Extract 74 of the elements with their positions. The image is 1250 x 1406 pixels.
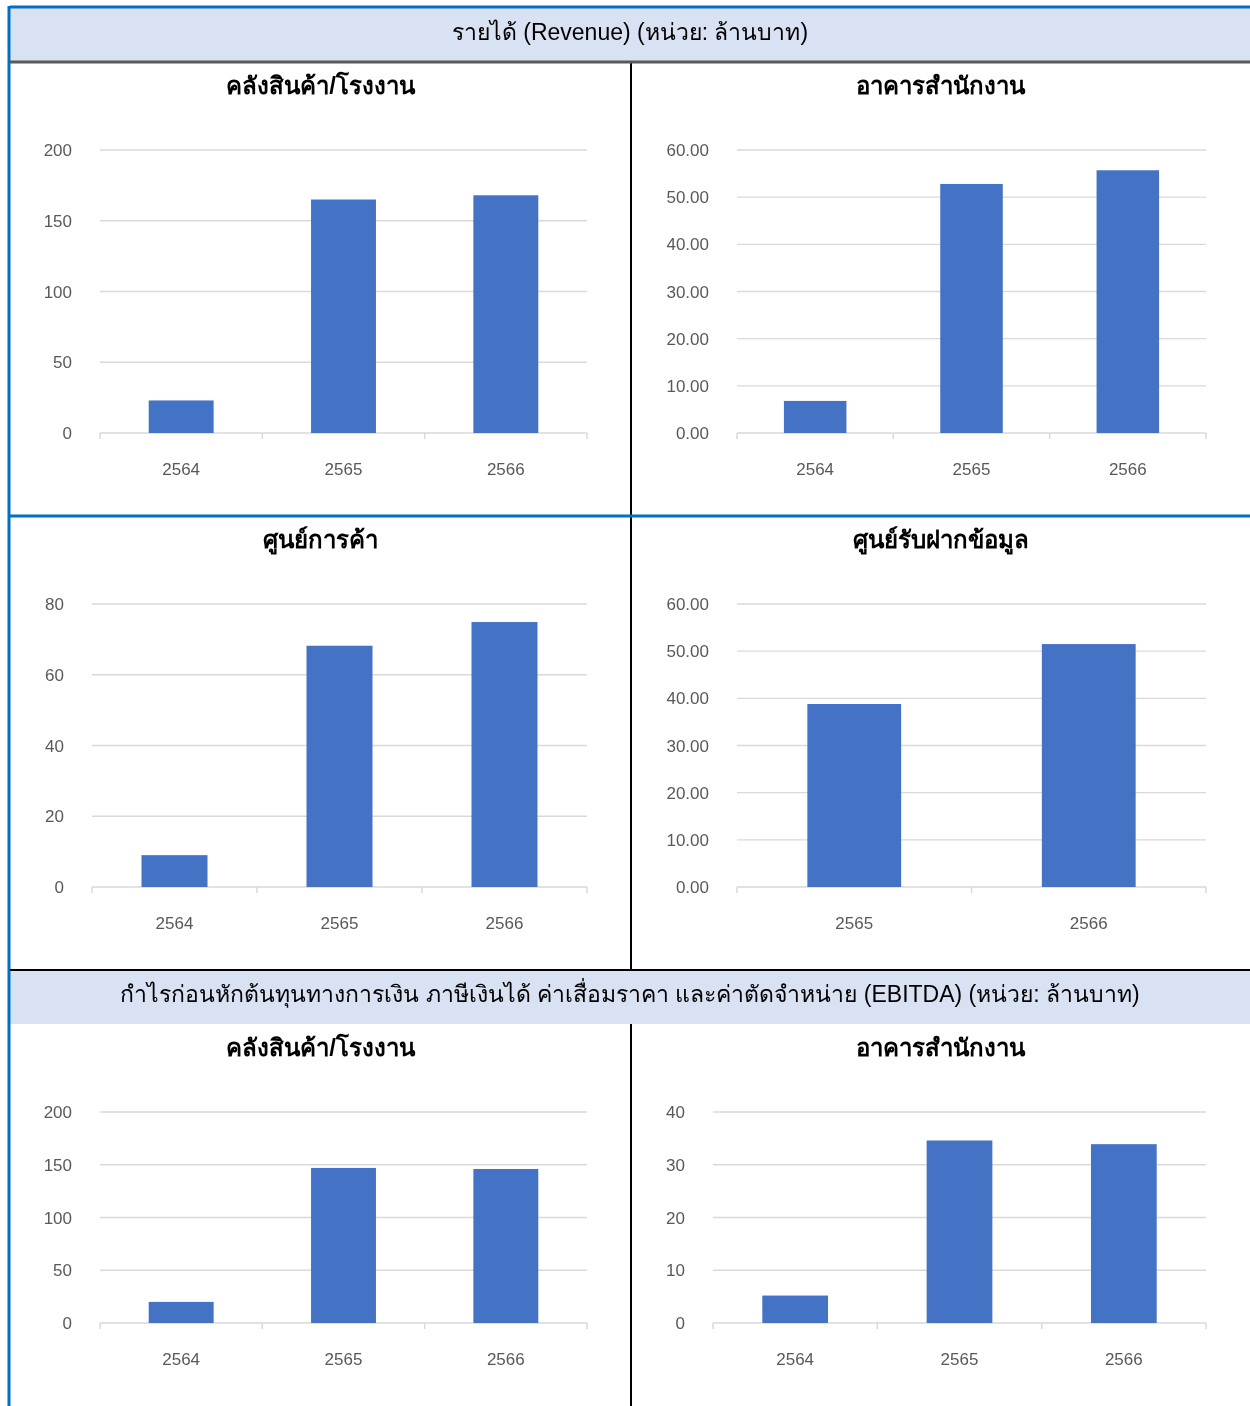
y-tick-label: 0.00 [675,424,709,443]
y-tick-label: 0 [54,878,64,897]
x-tick-label: 2565 [324,1350,363,1369]
y-tick-label: 80 [45,595,64,614]
y-tick-label: 50 [53,353,72,373]
y-tick-label: 20.00 [666,329,709,349]
x-tick-label: 2565 [835,914,874,933]
bar [1096,170,1160,433]
y-tick-label: 0 [675,1314,685,1333]
y-tick-label: 30.00 [666,282,709,302]
bar [148,1301,214,1323]
x-tick-label: 2565 [940,1350,979,1369]
y-tick-label: 150 [43,1155,72,1175]
y-tick-label: 100 [43,1208,72,1228]
y-tick-label: 10 [666,1261,685,1281]
y-tick-label: 40.00 [666,235,709,255]
x-tick-label: 2566 [486,1350,525,1369]
bar [311,199,376,433]
bar [141,855,208,887]
y-tick-label: 50.00 [666,642,709,662]
chart-title: ศูนย์การค้า [263,526,378,555]
y-tick-label: 10.00 [666,830,709,850]
x-tick-label: 2565 [324,460,363,479]
bar [1090,1144,1157,1323]
x-tick-label: 2565 [952,460,991,479]
section-header: รายได้ (Revenue) (หน่วย: ล้านบาท) [10,8,1250,62]
y-tick-label: 10.00 [666,376,709,396]
y-tick-label: 50 [53,1261,72,1281]
chart-title: ศูนย์รับฝากข้อมูล [852,526,1029,555]
y-tick-label: 60 [45,665,64,685]
bar [473,1168,539,1323]
y-tick-label: 200 [43,1103,72,1122]
bar [311,1167,376,1324]
x-tick-label: 2564 [796,460,835,479]
y-tick-label: 50.00 [666,188,709,208]
x-tick-label: 2566 [1108,460,1147,479]
y-tick-label: 30 [666,1155,685,1175]
x-tick-label: 2565 [320,914,359,933]
y-tick-label: 20 [666,1208,685,1228]
bar [148,400,214,433]
y-tick-label: 20 [45,807,64,827]
x-tick-label: 2564 [162,460,201,479]
bar [940,183,1003,433]
x-tick-label: 2564 [155,914,194,933]
x-tick-label: 2564 [776,1350,815,1369]
y-tick-label: 0 [62,424,72,443]
chart-title: คลังสินค้า/โรงงาน [226,1033,416,1061]
y-tick-label: 60.00 [666,595,709,614]
chart-title: คลังสินค้า/โรงงาน [226,71,416,99]
bar [471,622,538,887]
x-tick-label: 2566 [1069,914,1108,933]
x-tick-label: 2566 [1104,1350,1143,1369]
y-tick-label: 20.00 [666,783,709,803]
bar [762,1295,829,1323]
y-tick-label: 60.00 [666,141,709,160]
x-tick-label: 2566 [485,914,524,933]
x-tick-label: 2564 [162,1350,201,1369]
bar [783,400,847,433]
bar [926,1140,993,1323]
y-tick-label: 150 [43,211,72,231]
y-tick-label: 30.00 [666,736,709,756]
chart-title: อาคารสำนักงาน [856,1034,1026,1061]
y-tick-label: 40 [45,736,64,756]
chart-title: อาคารสำนักงาน [856,72,1026,99]
bar [473,195,539,433]
y-tick-label: 200 [43,141,72,160]
y-tick-label: 40 [666,1103,685,1122]
y-tick-label: 40.00 [666,689,709,709]
y-tick-label: 100 [43,282,72,302]
x-tick-label: 2566 [486,460,525,479]
y-tick-label: 0 [62,1314,72,1333]
section-header: กำไรก่อนหักต้นทุนทางการเงิน ภาษีเงินได้ ค่าเสื่อมราคา และค่าตัดจำหน่าย (EBITDA) (หน่วย: ล้านบาท) [10,970,1250,1024]
y-tick-label: 0.00 [675,878,709,897]
bar [306,645,373,887]
